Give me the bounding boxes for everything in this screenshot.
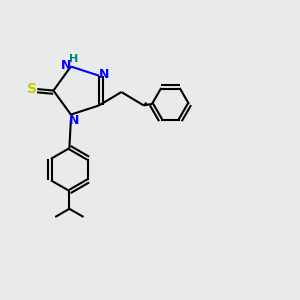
Text: N: N [61, 58, 71, 71]
Text: S: S [27, 82, 37, 96]
Text: N: N [69, 114, 79, 127]
Text: H: H [69, 54, 79, 64]
Text: N: N [99, 68, 109, 81]
